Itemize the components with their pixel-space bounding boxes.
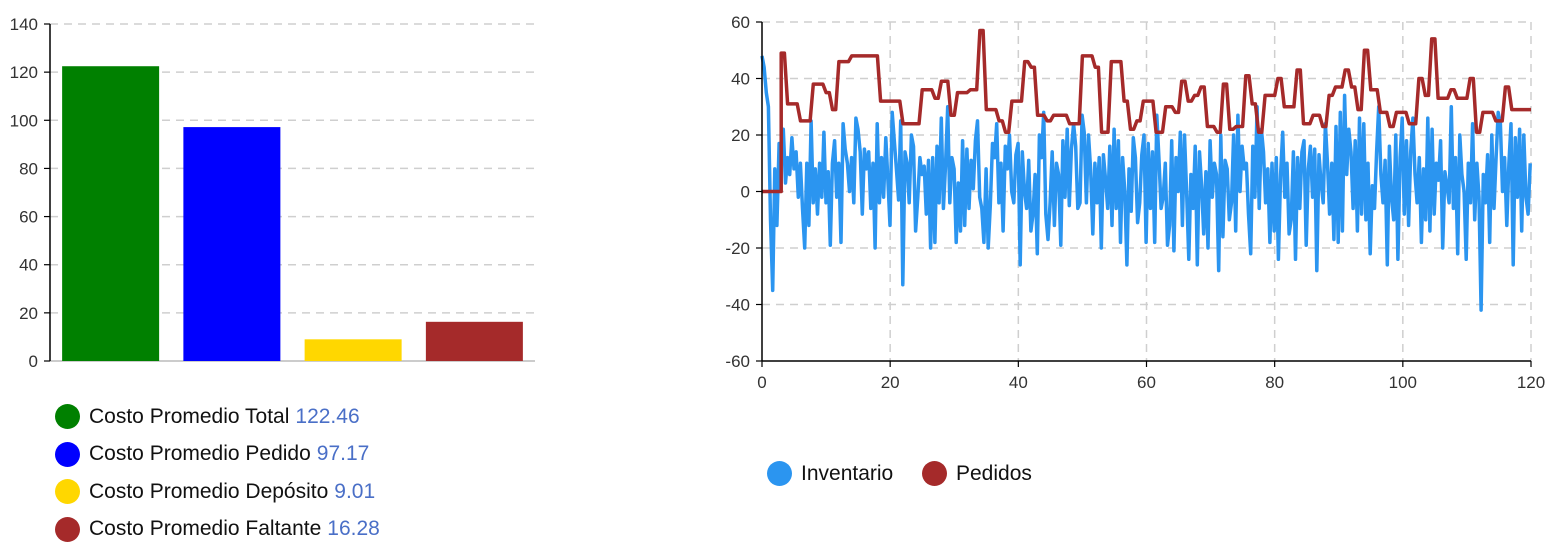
bar-legend-value: 122.46 (295, 404, 360, 428)
bar-legend-label: Costo Promedio Total (89, 404, 290, 428)
legend-swatch-icon (55, 516, 80, 542)
bar-y-tick-labels: 0 20 40 60 80 100 120 140 (10, 15, 38, 371)
legend-swatch-icon (55, 441, 80, 467)
line-x-tick-label: 40 (1009, 373, 1028, 392)
line-legend-label: Inventario (801, 461, 894, 485)
bar-legend-item: Costo Promedio Faltante 16.28 (55, 516, 380, 542)
line-x-tick-label: 80 (1265, 373, 1284, 392)
line-legend-label: Pedidos (956, 461, 1032, 485)
legend-swatch-icon (55, 479, 80, 504)
bar-legend-label: Costo Promedio Depósito (89, 479, 329, 503)
legend-swatch-icon (767, 461, 792, 486)
line-y-tick-label: 60 (731, 13, 750, 32)
line-y-tick-label: -40 (725, 296, 750, 315)
line-y-tick-label: 40 (731, 70, 750, 89)
bar-legend-value: 97.17 (316, 442, 370, 465)
bar-series (62, 66, 523, 361)
bar-3 (304, 339, 402, 361)
bar-y-tick-label: 40 (19, 256, 38, 275)
line-series-group (760, 28, 1532, 312)
line-x-tick-label: 120 (1517, 373, 1545, 392)
bar-legend-value: 16.28 (327, 517, 380, 540)
line-y-tick-label: 0 (741, 183, 750, 202)
bar-y-tick-label: 80 (19, 159, 38, 178)
bar-y-tick-label: 120 (10, 63, 38, 82)
legend-swatch-icon (922, 461, 947, 486)
bar-legend-item: Costo Promedio Pedido 97.17 (55, 441, 370, 467)
bar-y-tick-label: 100 (10, 111, 38, 130)
bar-y-tick-label: 0 (29, 352, 38, 371)
bar-y-tick-label: 20 (19, 304, 38, 323)
bar-legend-label: Costo Promedio Faltante (89, 517, 322, 540)
bar-1 (62, 66, 160, 361)
series-line-inventario (760, 55, 1532, 312)
line-y-tick-label: -20 (725, 239, 750, 258)
line-x-tick-label: 20 (881, 373, 900, 392)
bar-legend-value: 9.01 (334, 479, 376, 503)
bar-2 (183, 127, 281, 361)
line-x-tick-label: 60 (1137, 373, 1156, 392)
line-y-tick-label: -60 (725, 352, 750, 371)
bar-legend-label: Costo Promedio Pedido (89, 442, 311, 465)
bar-4 (425, 321, 523, 361)
line-legend-item: Inventario (767, 461, 893, 486)
bar-chart: 0 20 40 60 80 100 120 140 (10, 15, 535, 371)
series-line-pedidos (762, 28, 1531, 194)
line-x-tick-label: 0 (757, 373, 766, 392)
line-y-tick-label: 20 (731, 126, 750, 145)
line-legend-item: Pedidos (922, 461, 1032, 486)
bar-legend-item: Costo Promedio Depósito 9.01 (55, 479, 375, 504)
line-tick-labels: -60 -40 -20 0 20 40 60 0 20 40 60 80 100 120 (725, 13, 1545, 392)
legend-swatch-icon (55, 404, 80, 429)
bar-y-tick-label: 140 (10, 15, 38, 34)
bar-legend-item: Costo Promedio Total 122.46 (55, 404, 360, 429)
bar-y-tick-label: 60 (19, 208, 38, 227)
line-x-tick-label: 100 (1389, 373, 1417, 392)
line-chart: -60 -40 -20 0 20 40 60 0 20 40 60 80 100 120 (725, 13, 1545, 392)
